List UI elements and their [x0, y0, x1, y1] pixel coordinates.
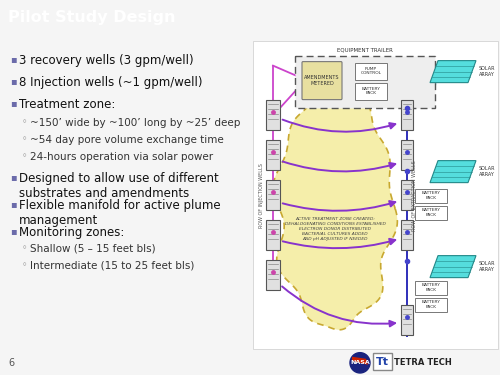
- FancyBboxPatch shape: [266, 180, 280, 210]
- FancyBboxPatch shape: [401, 220, 413, 250]
- Text: SOLAR
ARRAY: SOLAR ARRAY: [479, 66, 496, 77]
- Text: EQUIPMENT TRAILER: EQUIPMENT TRAILER: [337, 48, 393, 53]
- Text: 8 Injection wells (~1 gpm/well): 8 Injection wells (~1 gpm/well): [19, 76, 203, 88]
- Polygon shape: [352, 357, 368, 365]
- FancyBboxPatch shape: [415, 206, 447, 220]
- Text: NASA: NASA: [350, 360, 370, 365]
- Text: Shallow (5 – 15 feet bls): Shallow (5 – 15 feet bls): [30, 244, 156, 254]
- FancyBboxPatch shape: [401, 100, 413, 130]
- Text: ▪: ▪: [10, 199, 16, 208]
- Text: SOLAR
ARRAY: SOLAR ARRAY: [479, 261, 496, 272]
- FancyBboxPatch shape: [401, 180, 413, 210]
- Text: TETRA TECH: TETRA TECH: [394, 358, 452, 368]
- Text: BATTERY
PACK: BATTERY PACK: [422, 284, 440, 292]
- Text: 3 recovery wells (3 gpm/well): 3 recovery wells (3 gpm/well): [19, 54, 194, 67]
- Text: ACTIVE TREATMENT ZONE CREATED:
DEHALOGENATING CONDITIONS ESTABLISHED
ELECTRON DO: ACTIVE TREATMENT ZONE CREATED: DEHALOGEN…: [284, 216, 386, 241]
- Text: ◦: ◦: [22, 261, 28, 270]
- Text: ▪: ▪: [10, 76, 16, 86]
- Text: ▪: ▪: [10, 226, 16, 236]
- Text: Flexible manifold for active plume
management: Flexible manifold for active plume manag…: [19, 199, 220, 227]
- Text: BATTERY
PACK: BATTERY PACK: [422, 209, 440, 217]
- Text: ROW OF EXTRACTION WELLS: ROW OF EXTRACTION WELLS: [412, 160, 418, 231]
- Text: BATTERY
PACK: BATTERY PACK: [362, 87, 380, 95]
- FancyBboxPatch shape: [372, 353, 392, 370]
- Text: BATTERY
PACK: BATTERY PACK: [422, 300, 440, 309]
- Text: 6: 6: [8, 358, 14, 368]
- Text: ◦: ◦: [22, 135, 28, 144]
- Text: Intermediate (15 to 25 feet bls): Intermediate (15 to 25 feet bls): [30, 261, 194, 271]
- FancyBboxPatch shape: [266, 260, 280, 290]
- FancyArrowPatch shape: [282, 201, 396, 211]
- Text: 24-hours operation via solar power: 24-hours operation via solar power: [30, 152, 213, 162]
- FancyBboxPatch shape: [401, 140, 413, 170]
- Polygon shape: [430, 61, 476, 82]
- FancyArrowPatch shape: [282, 120, 396, 132]
- FancyBboxPatch shape: [415, 298, 447, 312]
- Text: Tt: Tt: [376, 357, 388, 367]
- FancyBboxPatch shape: [266, 100, 280, 130]
- Text: Pilot Study Design: Pilot Study Design: [8, 10, 175, 26]
- FancyBboxPatch shape: [355, 82, 387, 100]
- Text: ▪: ▪: [10, 172, 16, 182]
- Polygon shape: [430, 256, 476, 278]
- Text: SOLAR
ARRAY: SOLAR ARRAY: [479, 166, 496, 177]
- FancyBboxPatch shape: [266, 220, 280, 250]
- Polygon shape: [430, 160, 476, 183]
- FancyBboxPatch shape: [295, 56, 435, 108]
- Text: ◦: ◦: [22, 118, 28, 127]
- Text: ~54 day pore volume exchange time: ~54 day pore volume exchange time: [30, 135, 224, 145]
- Text: PUMP
CONTROL: PUMP CONTROL: [360, 67, 382, 75]
- Text: Monitoring zones:: Monitoring zones:: [19, 226, 124, 238]
- FancyBboxPatch shape: [302, 62, 342, 100]
- FancyArrowPatch shape: [282, 239, 395, 248]
- Text: AMENDMENTS
METERED: AMENDMENTS METERED: [304, 75, 340, 86]
- FancyBboxPatch shape: [415, 189, 447, 202]
- Text: ▪: ▪: [10, 54, 16, 64]
- Circle shape: [350, 352, 370, 373]
- FancyBboxPatch shape: [266, 140, 280, 170]
- Text: ROW OF INJECTION WELLS: ROW OF INJECTION WELLS: [258, 163, 264, 228]
- FancyArrowPatch shape: [282, 286, 395, 326]
- FancyArrowPatch shape: [282, 162, 395, 171]
- Text: BATTERY
PACK: BATTERY PACK: [422, 191, 440, 200]
- FancyBboxPatch shape: [253, 40, 498, 349]
- Text: ◦: ◦: [22, 244, 28, 253]
- Text: Treatment zone:: Treatment zone:: [19, 98, 116, 111]
- Text: ◦: ◦: [22, 152, 28, 160]
- Polygon shape: [273, 87, 398, 330]
- FancyBboxPatch shape: [415, 280, 447, 295]
- FancyBboxPatch shape: [401, 304, 413, 334]
- FancyBboxPatch shape: [355, 63, 387, 80]
- Text: ▪: ▪: [10, 98, 16, 108]
- Text: ~150’ wide by ~100’ long by ~25’ deep: ~150’ wide by ~100’ long by ~25’ deep: [30, 118, 240, 128]
- Text: Designed to allow use of different
substrates and amendments: Designed to allow use of different subst…: [19, 172, 219, 200]
